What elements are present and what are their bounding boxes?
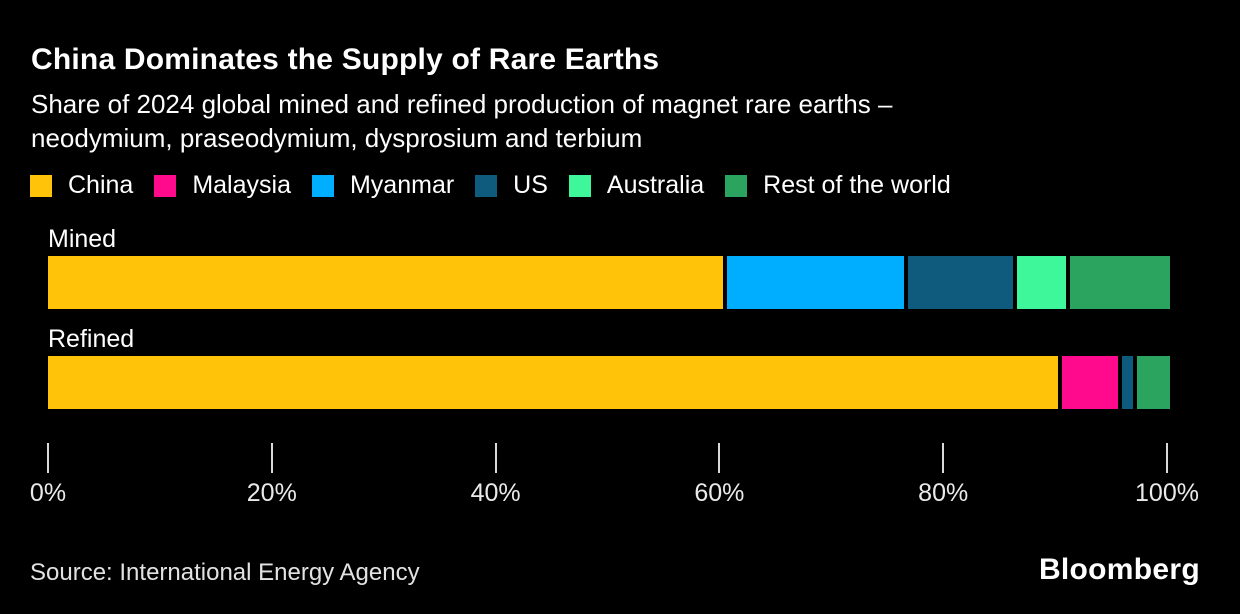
stacked-bar	[48, 356, 1170, 409]
axis-tick	[718, 443, 721, 473]
bar-segment	[1070, 256, 1170, 309]
legend: China Malaysia Myanmar US Australia Rest of t…	[30, 171, 951, 200]
bar-segment	[48, 356, 1059, 409]
bar-segment	[1016, 256, 1067, 309]
legend-label: China	[68, 171, 134, 199]
axis-tick	[942, 443, 945, 473]
axis-tick	[47, 443, 49, 473]
legend-label: US	[513, 171, 548, 199]
bar-segment	[1136, 356, 1170, 409]
x-axis: 0% 20% 40% 60% 80% 100%	[30, 443, 1199, 513]
legend-label: Australia	[606, 171, 705, 199]
axis-tick	[1166, 443, 1168, 473]
bar-segment	[907, 256, 1013, 309]
bar-row: Mined	[48, 226, 1170, 309]
legend-label: Myanmar	[349, 171, 455, 199]
legend-item: US	[475, 171, 548, 200]
subtitle-line-1: Share of 2024 global mined and refined p…	[31, 89, 893, 119]
legend-label: Malaysia	[192, 171, 291, 199]
legend-item: Australia	[568, 171, 705, 200]
axis-tick-label: 20%	[246, 479, 297, 507]
axis-tick-label: 80%	[918, 479, 969, 507]
legend-item: China	[30, 171, 133, 200]
bar-rows: Mined Refined	[48, 226, 1170, 409]
axis-tick-label: 40%	[470, 479, 521, 507]
legend-item: Myanmar	[311, 171, 455, 200]
bar-category-label: Refined	[48, 325, 135, 353]
axis-tick	[494, 443, 497, 473]
bar-segment	[726, 256, 904, 309]
axis-tick	[270, 443, 273, 473]
chart-title: China Dominates the Supply of Rare Earth…	[31, 43, 660, 76]
bloomberg-logo: Bloomberg	[1038, 553, 1200, 586]
bar-segment	[1121, 356, 1133, 409]
bar-row: Refined	[48, 326, 1170, 409]
source-text: Source: International Energy Agency	[30, 559, 420, 586]
axis-tick-label: 100%	[1135, 479, 1199, 507]
stacked-bar	[48, 256, 1170, 309]
bar-segment	[1062, 356, 1118, 409]
legend-swatch	[725, 174, 748, 197]
bar-segment	[48, 256, 723, 309]
legend-item: Rest of the world	[725, 171, 951, 200]
axis-tick-label: 60%	[694, 479, 745, 507]
axis-tick-label: 0%	[29, 479, 67, 507]
subtitle-line-2: neodymium, praseodymium, dysprosium and …	[31, 123, 643, 153]
legend-swatch	[154, 174, 177, 197]
legend-swatch	[30, 174, 52, 197]
bar-category-label: Mined	[48, 225, 117, 253]
legend-swatch	[475, 174, 498, 197]
chart-subtitle: Share of 2024 global mined and refined p…	[31, 87, 892, 155]
legend-swatch	[568, 174, 591, 197]
legend-label: Rest of the world	[763, 171, 951, 199]
legend-swatch	[311, 174, 334, 197]
legend-item: Malaysia	[154, 171, 291, 200]
